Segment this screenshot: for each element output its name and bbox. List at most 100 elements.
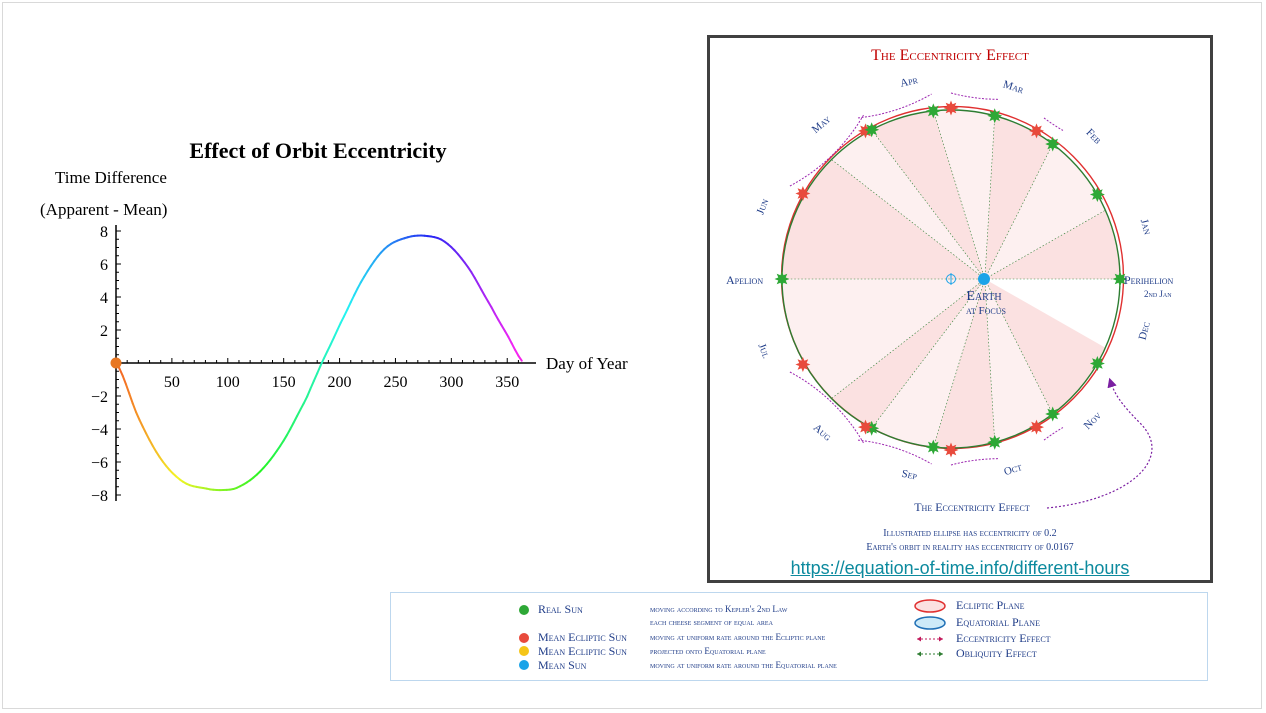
real-sun-icon [987,108,1003,124]
perihelion-date: 2nd Jan [1144,289,1172,299]
orbit-diagram: The Eccentricity Effect Jan Feb Mar Apr May J… [726,47,1174,553]
curve-segment [514,348,520,357]
curve-segment [487,300,493,309]
month-label: Oct [1002,461,1023,478]
start-point-marker [110,357,122,369]
curve-segment [359,275,366,284]
curve-segment [503,330,510,338]
earth-label: Earth [966,289,1001,304]
mean-ecliptic-sun-icon [1029,419,1044,435]
orbit-segment [984,144,1106,279]
month-label: Jul [756,342,773,360]
curve-segment [343,308,349,318]
curve-segment [296,408,302,417]
mean-ecliptic-sun-icon [943,442,959,458]
legend-item-desc: moving at uniform rate around the Eclipt… [650,632,826,642]
legend-item-desc: projected onto Equatorial plane [650,646,766,656]
segment-divider [831,278,985,399]
segment-divider [933,278,986,448]
curve-segment [500,324,506,333]
real-sun-icon [1045,406,1061,422]
segment-divider [984,278,1053,415]
orbit-segment [871,279,985,448]
real-sun-icon [1112,271,1128,287]
y-tick-label: 8 [100,224,108,241]
curve-segment [292,414,299,424]
mean-ecliptic-sun-icon [858,419,873,435]
legend-mean-sun-icon [519,660,529,670]
mean-ecliptic-sun-icon [795,357,811,372]
legend-right-name: Eccentricity Effect [956,631,1051,645]
legend-item-desc: moving according to Kepler's 2nd Law [650,604,788,614]
curve-segment [497,318,503,327]
curve-segment [322,350,329,360]
x-tick-label: 250 [383,374,407,391]
month-label: Mar [1001,78,1025,96]
curve-segment [480,289,486,298]
eccentricity-callout-arrow [1046,377,1153,509]
legend: Real Sun moving according to Kepler's 2n… [390,592,1208,681]
month-label: Feb [1083,127,1103,147]
curve-segment [155,450,161,459]
chart-title: Effect of Orbit Eccentricity [189,138,446,163]
source-link[interactable]: https://equation-of-time.info/different-… [790,558,1130,578]
curve-segment [349,294,356,304]
orbit-title: The Eccentricity Effect [871,47,1029,64]
curve-segment [279,439,285,447]
earth-sublabel: at Focus [966,305,1006,317]
curve-segment [356,281,362,290]
curve-segment [141,425,148,435]
curve-segment [470,271,476,279]
eccentricity-arrow [1043,427,1064,441]
curve-segment [363,270,369,278]
perihelion-label: Perihelion [1124,273,1174,287]
mean-ecliptic-sun-icon [795,186,811,201]
curve-segment [286,427,292,436]
x-tick-label: 150 [272,374,296,391]
legend-item-name: Mean Ecliptic Sun [538,644,627,658]
earth-icon [978,273,990,285]
curve-segment [366,265,372,273]
legend-right-name: Equatorial Plane [956,615,1040,629]
segment-divider [984,143,1053,280]
y-tick-label: −8 [91,488,108,505]
eccentricity-arrow [857,93,932,119]
real-sun-icon [987,434,1003,450]
curve-segment [282,433,289,442]
month-label: May [810,113,834,136]
orbit-segment [831,279,985,429]
curve-segment [309,379,315,390]
mean-ecliptic-sun-icon [1029,123,1044,139]
y-tick-label: 2 [100,323,108,340]
segment-divider [984,210,1106,280]
curve-segment [316,364,322,375]
segment-divider [933,110,986,280]
segment-divider [984,115,996,280]
orbit-segment [984,115,1053,279]
eccentricity-chart: Effect of Orbit Eccentricity Time Differ… [40,115,650,535]
x-tick-label: 100 [216,374,240,391]
curve-segment [299,402,305,411]
curve-segment [125,383,131,396]
y-tick-label: −2 [91,389,108,406]
legend-right-name: Obliquity Effect [956,646,1037,660]
orbit-segment [933,279,995,448]
orbit-segment [933,110,995,279]
legend-item-desc2: each cheese segment of equal area [650,617,774,627]
mean-ecliptic-sun-icon [943,100,959,116]
x-tick-label: 350 [495,374,519,391]
x-tick-label: 200 [328,374,352,391]
x-tick-label: 50 [164,374,180,391]
apelion-label: Apelion [726,273,763,287]
y-tick-label: 4 [100,290,108,307]
curve-segment [467,266,473,274]
curve-segment [151,445,158,453]
legend-ecliptic-plane-icon [914,599,946,613]
real-sun-icon [1045,136,1061,152]
real-sun-icon [925,439,941,455]
y-tick-label: −4 [91,422,108,439]
month-label: Sep [900,468,918,483]
chart-ylabel-line2: (Apparent - Mean) [40,200,167,219]
month-label: Aug [811,422,834,444]
legend-projected-sun-icon [519,646,529,656]
